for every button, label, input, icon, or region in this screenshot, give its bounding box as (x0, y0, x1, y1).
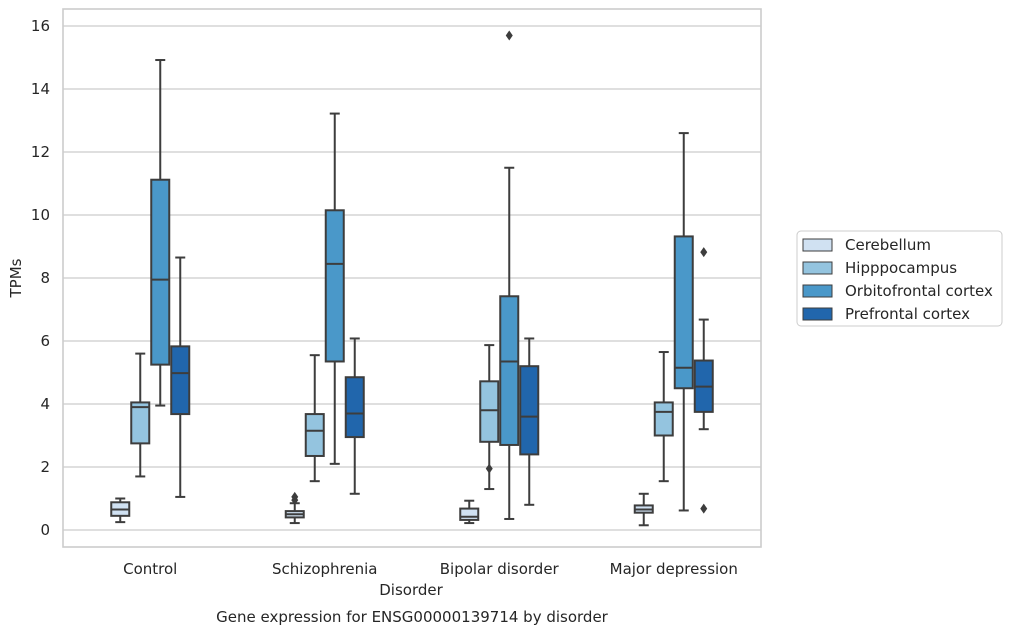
y-tick-label: 4 (40, 395, 50, 413)
legend: Cerebellum Hipppocampus Orbitofrontal cort… (796, 230, 1003, 327)
box-body (653, 401, 674, 437)
legend-swatch (802, 307, 833, 321)
box-prefrontal-cortex (170, 256, 191, 498)
legend-label: Hipppocampus (845, 259, 957, 277)
box-hipppocampus (479, 344, 500, 491)
boxes (110, 30, 714, 527)
legend-swatch (802, 238, 833, 252)
box-cerebellum (284, 491, 305, 525)
y-tick-label: 6 (40, 332, 50, 350)
box-hipppocampus (304, 354, 325, 483)
y-tick-label: 14 (31, 80, 50, 98)
x-axis-label: Disorder (379, 581, 443, 599)
box-body (130, 401, 151, 445)
box-orbitofrontal-cortex (499, 30, 520, 520)
x-tick-label: Schizophrenia (272, 560, 377, 578)
y-tick-label: 8 (40, 269, 50, 287)
plot-frame (62, 8, 762, 548)
box-orbitofrontal-cortex (150, 59, 171, 407)
box-body (344, 376, 365, 439)
chart-caption: Gene expression for ENSG00000139714 by d… (216, 608, 609, 626)
box-body (459, 507, 480, 521)
outlier-point (291, 495, 299, 506)
x-tick-labels: Control Schizophrenia Bipolar disorder Majo… (123, 560, 738, 578)
legend-swatch (802, 284, 833, 298)
legend-label: Prefrontal cortex (845, 305, 970, 323)
legend-label: Cerebellum (845, 236, 931, 254)
box-body (673, 235, 694, 390)
y-tick-labels: 0 2 4 6 8 10 12 14 16 (31, 17, 50, 539)
box-cerebellum (633, 492, 654, 527)
x-tick-label: Major depression (610, 560, 738, 578)
legend-frame (796, 230, 1003, 327)
legend-swatch (802, 261, 833, 275)
box-body (150, 178, 171, 366)
box-body (479, 380, 500, 443)
legend-label: Orbitofrontal cortex (845, 282, 993, 300)
x-tick-label: Bipolar disorder (440, 560, 560, 578)
y-axis-label: TPMs (7, 258, 25, 298)
y-tick-label: 12 (31, 143, 50, 161)
outlier-point (700, 247, 708, 258)
y-tick-label: 10 (31, 206, 50, 224)
box-prefrontal-cortex (344, 337, 365, 495)
box-prefrontal-cortex (693, 247, 714, 514)
outlier-point (505, 30, 513, 41)
box-cerebellum (459, 499, 480, 525)
box-body (519, 365, 540, 456)
y-tick-label: 16 (31, 17, 50, 35)
box-cerebellum (110, 497, 131, 524)
outlier-point (485, 463, 493, 474)
y-tick-label: 2 (40, 458, 50, 476)
box-hipppocampus (653, 351, 674, 483)
box-orbitofrontal-cortex (324, 112, 345, 465)
box-body (170, 345, 191, 416)
box-hipppocampus (130, 352, 151, 478)
outlier-point (700, 503, 708, 514)
box-orbitofrontal-cortex (673, 132, 694, 512)
box-body (324, 209, 345, 363)
box-body (304, 413, 325, 457)
box-prefrontal-cortex (519, 337, 540, 506)
y-tick-label: 0 (40, 521, 50, 539)
box-body (499, 295, 520, 446)
x-tick-label: Control (123, 560, 177, 578)
